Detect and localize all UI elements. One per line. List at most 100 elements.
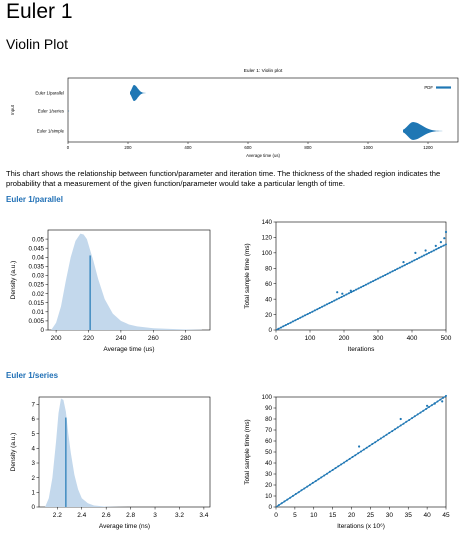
x-tick-label: 2.8 xyxy=(126,512,135,519)
density-area xyxy=(45,398,131,507)
y-tick-label: 40 xyxy=(265,296,272,303)
sample-point xyxy=(444,230,448,234)
y-tick-label: 0 xyxy=(269,504,273,511)
x-tick-label: 2.4 xyxy=(77,512,86,519)
y-tick-label: 100 xyxy=(262,394,273,401)
page-title: Euler 1 xyxy=(6,0,73,23)
legend-label: PDF xyxy=(424,85,433,90)
y-tick-label: 0 xyxy=(269,327,273,334)
sample-point xyxy=(441,400,444,403)
x-tick-label: 800 xyxy=(304,145,312,150)
x-tick-label: 200 xyxy=(51,335,62,342)
x-tick-label: 15 xyxy=(329,512,337,519)
y-tick-label: 20 xyxy=(265,312,272,319)
violin-parallel xyxy=(130,85,150,101)
y-tick-label: 90 xyxy=(265,405,272,412)
sample-point xyxy=(349,289,352,292)
pdf-chart-series: 2.2 2.4 2.6 2.8 3 3.2 3.4 0 1 2 3 4 5 6 7 Average time … xyxy=(10,396,211,530)
x-axis-label: Average time (us) xyxy=(103,346,154,353)
y-tick-label: 10 xyxy=(265,493,272,500)
y-tick-label: 0 xyxy=(41,327,45,334)
chart-title: Euler 1: Violin plot xyxy=(244,68,283,74)
x-tick-label: 280 xyxy=(180,335,191,342)
regression-chart-parallel: 0 100 200 300 400 500 0 20 40 60 80 100 120 140 Iterat… xyxy=(244,219,452,353)
x-tick-label: 300 xyxy=(373,335,384,342)
x-axis-label: Average time (ns) xyxy=(99,523,150,530)
y-tick-label: 3 xyxy=(32,460,36,467)
y-tick-label: 50 xyxy=(265,449,272,456)
category-label: Euler 1/simple xyxy=(37,129,65,134)
sample-point xyxy=(439,241,442,244)
y-tick-label: 40 xyxy=(265,460,272,467)
category-label: Euler 1/parallel xyxy=(35,91,64,96)
x-tick-label: 20 xyxy=(348,512,356,519)
x-tick-label: 3.4 xyxy=(199,512,208,519)
y-tick-label: 30 xyxy=(265,471,272,478)
x-tick-label: 100 xyxy=(305,335,316,342)
x-tick-label: 240 xyxy=(115,335,126,342)
sample-point xyxy=(426,404,429,407)
y-axis-label: Density (a.u.) xyxy=(10,433,17,472)
sample-point xyxy=(399,417,402,421)
page-subtitle: Violin Plot xyxy=(6,36,69,52)
x-tick-label: 220 xyxy=(83,335,94,342)
y-tick-label: 0.025 xyxy=(29,282,45,289)
x-tick-label: 0 xyxy=(67,145,70,150)
plot-frame xyxy=(275,221,447,331)
y-tick-label: 2 xyxy=(32,475,36,482)
section-heading-parallel[interactable]: Euler 1/parallel xyxy=(6,195,63,204)
x-tick-label: 35 xyxy=(405,512,413,519)
y-tick-label: 0.04 xyxy=(32,254,45,261)
x-tick-label: 25 xyxy=(367,512,375,519)
y-tick-label: 20 xyxy=(265,482,272,489)
y-axis-label: Density (a.u.) xyxy=(10,261,17,300)
x-tick-label: 200 xyxy=(339,335,350,342)
pdf-chart-parallel: 200 220 240 260 280 0 0.005 0.01 0.015 0.02 0.025 0… xyxy=(10,229,211,353)
x-tick-label: 0 xyxy=(274,335,278,342)
sample-point xyxy=(358,445,361,448)
x-tick-label: 5 xyxy=(293,512,297,519)
y-tick-label: 60 xyxy=(265,281,272,288)
y-tick-label: 0.05 xyxy=(32,236,45,243)
x-tick-label: 30 xyxy=(386,512,394,519)
y-tick-label: 7 xyxy=(32,402,36,409)
x-tick-label: 40 xyxy=(423,512,431,519)
plot-frame xyxy=(67,77,459,143)
category-label: Euler 1/series xyxy=(38,109,64,114)
x-tick-label: 400 xyxy=(407,335,418,342)
violin-series xyxy=(68,110,70,112)
x-tick-label: 0 xyxy=(274,512,278,519)
y-tick-label: 0.015 xyxy=(29,300,45,307)
y-axis-label: Input xyxy=(10,104,15,114)
chart-description: This chart shows the relationship betwee… xyxy=(6,169,441,188)
linear-regression-line xyxy=(275,243,447,331)
violin-simple xyxy=(403,122,453,140)
x-tick-label: 200 xyxy=(124,145,132,150)
violin-plot: Euler 1: Violin plot Euler 1/parallel Eule… xyxy=(10,68,459,158)
y-tick-label: 70 xyxy=(265,427,272,434)
x-tick-label: 500 xyxy=(441,335,452,342)
x-tick-label: 10 xyxy=(310,512,318,519)
x-tick-label: 2.2 xyxy=(53,512,62,519)
y-tick-label: 0.03 xyxy=(32,273,45,280)
sample-point xyxy=(336,291,339,294)
y-tick-label: 80 xyxy=(265,265,272,272)
x-tick-label: 3.2 xyxy=(175,512,184,519)
x-tick-label: 400 xyxy=(184,145,192,150)
y-tick-label: 0.01 xyxy=(32,309,45,316)
x-tick-label: 45 xyxy=(442,512,450,519)
y-tick-label: 5 xyxy=(32,431,36,438)
y-tick-label: 0.035 xyxy=(29,264,45,271)
y-axis-label: Total sample time (ms) xyxy=(244,419,251,484)
y-tick-label: 6 xyxy=(32,416,36,423)
regression-chart-series: 0 5 10 15 20 25 30 35 40 45 0 10 20 30 40 50 60 70 80 90 100… xyxy=(244,394,450,530)
y-tick-label: 4 xyxy=(32,446,36,453)
x-tick-label: 260 xyxy=(148,335,159,342)
x-axis-label: Average time (us) xyxy=(246,153,280,158)
y-tick-label: 120 xyxy=(262,235,273,242)
y-tick-label: 0.02 xyxy=(32,291,45,298)
y-axis-label: Total sample time (ms) xyxy=(244,243,251,308)
sample-point xyxy=(424,249,427,252)
y-tick-label: 0.005 xyxy=(29,318,45,325)
section-heading-series[interactable]: Euler 1/series xyxy=(6,371,59,380)
